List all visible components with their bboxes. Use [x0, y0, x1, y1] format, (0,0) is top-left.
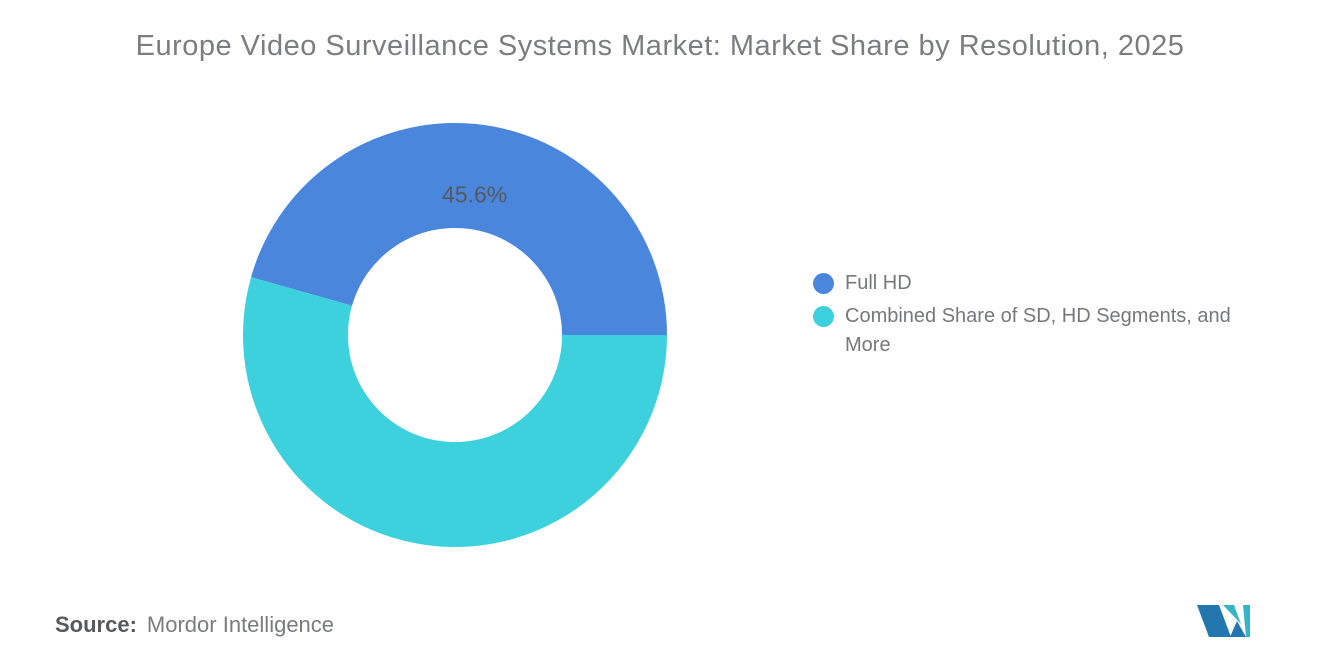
logo-right-stroke: [1243, 605, 1250, 637]
donut-chart[interactable]: 45.6%: [205, 85, 705, 585]
mordor-intelligence-logo: [1197, 605, 1250, 637]
legend-item-combined-share[interactable]: Combined Share of SD, HD Segments, and M…: [813, 302, 1283, 360]
logo-middle-wedge: [1223, 605, 1241, 624]
chart-title: Europe Video Surveillance Systems Market…: [135, 30, 1185, 62]
legend-label: Full HD: [845, 272, 912, 294]
source-value: Mordor Intelligence: [146, 612, 335, 637]
legend-marker: [813, 273, 834, 294]
slice-data-label: 45.6%: [442, 181, 507, 207]
legend-item-full-hd[interactable]: Full HD: [813, 269, 1283, 298]
source-label: Source:: [55, 612, 137, 637]
legend-label: Combined Share of SD, HD Segments, and M…: [845, 305, 1231, 356]
source-attribution: Source: Mordor Intelligence: [55, 612, 334, 638]
donut-slice[interactable]: [251, 122, 668, 335]
legend: Full HD Combined Share of SD, HD Segment…: [813, 269, 1283, 360]
logo-lower-triangle: [1230, 621, 1246, 637]
logo-left-stroke: [1197, 605, 1231, 637]
donut-slice[interactable]: [242, 277, 667, 547]
legend-marker: [813, 306, 834, 327]
